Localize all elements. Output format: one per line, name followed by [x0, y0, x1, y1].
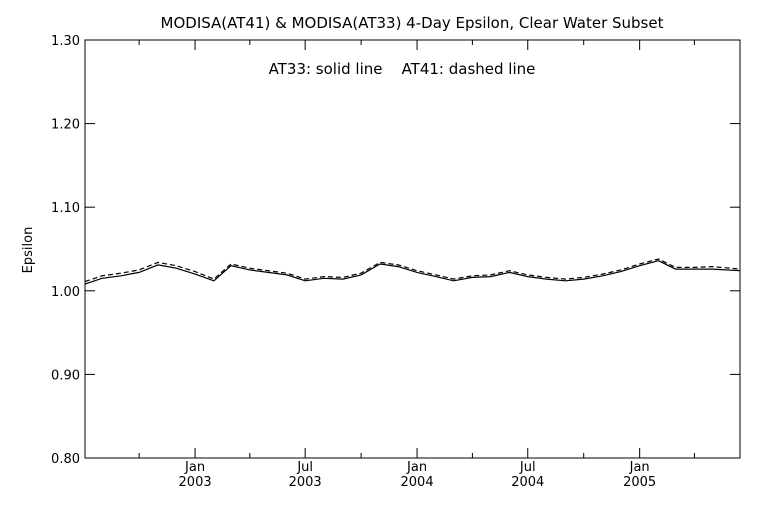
x-tick-year: 2003: [179, 475, 212, 490]
plot-frame: [84, 39, 741, 459]
x-tick-month: Jan: [629, 460, 650, 475]
y-tick-label: 0.90: [51, 368, 80, 383]
x-tick-year: 2004: [401, 475, 434, 490]
y-tick-label: 1.30: [51, 34, 80, 49]
x-tick-month: Jan: [184, 460, 205, 475]
x-tick-month: Jul: [519, 460, 536, 475]
y-axis: 0.80 0.90 1.00 1.10 1.20 1.30: [51, 34, 740, 467]
series-line-at33: [84, 260, 741, 285]
x-tick-year: 2003: [289, 475, 322, 490]
x-tick-month: Jul: [296, 460, 313, 475]
y-tick-label: 1.10: [51, 201, 80, 216]
y-axis-label: Epsilon: [21, 227, 36, 274]
y-tick-label: 1.20: [51, 118, 80, 133]
y-tick-label: 1.00: [51, 285, 80, 300]
series-line-at41: [84, 258, 741, 283]
x-tick-year: 2005: [623, 475, 656, 490]
series-group: [84, 258, 741, 285]
x-tick-month: Jan: [406, 460, 427, 475]
x-tick-year: 2004: [511, 475, 544, 490]
chart-title: MODISA(AT41) & MODISA(AT33) 4-Day Epsilo…: [161, 14, 664, 32]
line-style-annotation: AT33: solid line AT41: dashed line: [269, 60, 536, 78]
y-tick-label: 0.80: [51, 452, 80, 467]
